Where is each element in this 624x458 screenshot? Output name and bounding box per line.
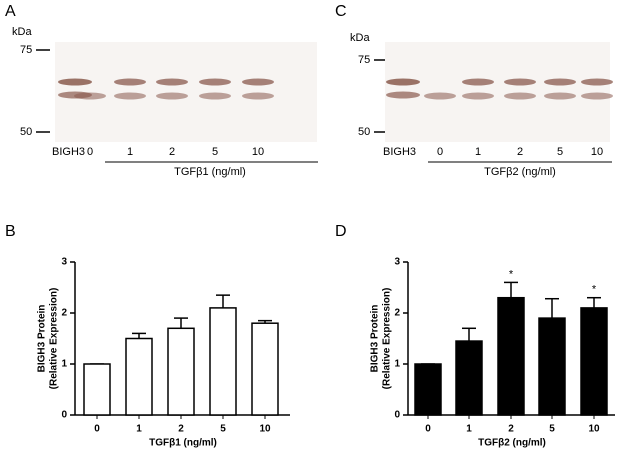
y-tick-label: 3: [61, 257, 67, 268]
blot-band: [504, 92, 536, 100]
blot-band: [386, 78, 420, 86]
lane-label: 10: [252, 146, 264, 158]
bar: [125, 337, 153, 416]
x-tick-label: 10: [259, 424, 271, 435]
blot-band: [581, 92, 613, 100]
blot-band: [424, 92, 456, 100]
x-axis-label: TGFβ1 (ng/ml): [149, 438, 217, 449]
y-axis-label: (Relative Expression): [49, 288, 60, 390]
y-tick-label: 3: [394, 257, 400, 268]
x-tick-label: 0: [94, 424, 100, 435]
bar: [83, 363, 111, 416]
bar: [497, 296, 525, 416]
treatment-label: TGFβ1 (ng/ml): [174, 166, 246, 178]
significance-mark: *: [592, 284, 597, 296]
blot-band: [386, 91, 420, 99]
x-tick-label: 5: [549, 424, 555, 435]
marker-label: 75: [20, 44, 32, 56]
bar: [209, 307, 237, 416]
blot-membrane: [55, 42, 317, 142]
bar: [414, 363, 442, 416]
blot-band: [199, 92, 231, 100]
lane-label: 1: [475, 146, 481, 158]
lane-label: 5: [557, 146, 563, 158]
x-axis-label: TGFβ2 (ng/ml): [478, 438, 546, 449]
x-tick-label: 2: [508, 424, 514, 435]
blot-band: [504, 78, 536, 86]
bar: [167, 327, 195, 416]
blot-band: [242, 78, 274, 86]
x-tick-label: 1: [136, 424, 142, 435]
marker-label: 50: [20, 126, 32, 138]
blot-band: [544, 92, 576, 100]
y-axis-label: (Relative Expression): [382, 288, 393, 390]
y-tick-label: 0: [394, 410, 400, 421]
blot-band: [462, 78, 494, 86]
x-tick-label: 2: [178, 424, 184, 435]
marker-label: 50: [358, 126, 370, 138]
panel-letter: C: [335, 3, 347, 20]
blot-band: [462, 92, 494, 100]
y-axis-label: BIGH3 Protein: [370, 305, 381, 373]
panel-letter: D: [335, 223, 347, 240]
unit-label: kDa: [12, 26, 32, 38]
blot-membrane: [385, 42, 610, 142]
lane-label: 0: [437, 146, 443, 158]
lane-label: 10: [591, 146, 603, 158]
y-tick-label: 0: [61, 410, 67, 421]
blot-band: [156, 92, 188, 100]
unit-label: kDa: [350, 32, 370, 44]
significance-mark: *: [509, 268, 514, 280]
blot-band: [199, 78, 231, 86]
blot-band: [544, 78, 576, 86]
y-axis-label: BIGH3 Protein: [37, 305, 48, 373]
lane-label: 1: [127, 146, 133, 158]
marker-label: 75: [358, 54, 370, 66]
blot-band: [242, 92, 274, 100]
y-tick-label: 1: [394, 359, 400, 370]
lane-label: 0: [87, 146, 93, 158]
blot-band: [114, 92, 146, 100]
blot-band: [581, 78, 613, 86]
y-tick-label: 2: [61, 308, 67, 319]
x-tick-label: 1: [466, 424, 472, 435]
x-tick-label: 5: [220, 424, 226, 435]
x-tick-label: 0: [425, 424, 431, 435]
y-tick-label: 1: [61, 359, 67, 370]
treatment-label: TGFβ2 (ng/ml): [484, 166, 556, 178]
lane-label: 2: [517, 146, 523, 158]
lane-label: 5: [212, 146, 218, 158]
blot-band: [58, 78, 92, 86]
blot-band: [74, 92, 106, 100]
panel-letter: B: [5, 223, 16, 240]
row-label: BIGH3: [52, 146, 85, 158]
blot-band: [114, 78, 146, 86]
bar: [455, 340, 483, 416]
lane-label: 2: [169, 146, 175, 158]
row-label: BIGH3: [383, 146, 416, 158]
x-tick-label: 10: [588, 424, 600, 435]
bar: [251, 322, 279, 416]
bar: [538, 317, 566, 416]
y-tick-label: 2: [394, 308, 400, 319]
bar: [580, 307, 608, 416]
blot-band: [156, 78, 188, 86]
panel-letter: A: [5, 3, 16, 20]
